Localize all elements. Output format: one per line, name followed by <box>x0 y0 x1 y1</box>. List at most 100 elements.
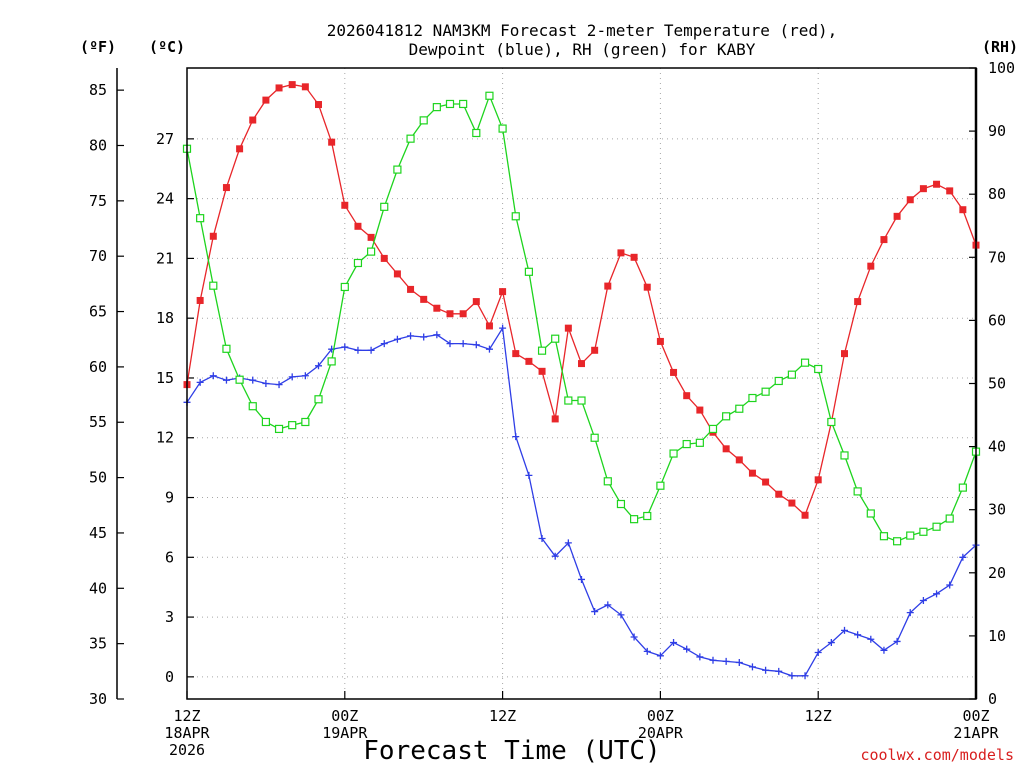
data-point-marker <box>801 511 809 519</box>
data-point-marker <box>748 393 757 403</box>
data-point-marker <box>919 185 927 193</box>
data-point-marker <box>919 527 928 536</box>
data-point-marker <box>459 340 467 348</box>
data-point-marker <box>932 522 941 531</box>
data-point-marker <box>709 656 717 664</box>
data-point-marker <box>591 346 599 354</box>
rh-tick-label: 70 <box>988 248 1006 266</box>
data-point-marker <box>235 375 244 384</box>
data-point-marker <box>499 288 507 296</box>
data-point-marker <box>880 236 888 244</box>
data-point-marker <box>407 285 415 293</box>
data-point-marker <box>893 212 901 220</box>
data-point-marker <box>433 304 441 312</box>
data-point-marker <box>696 653 704 661</box>
data-point-marker <box>564 324 572 332</box>
data-point-marker <box>262 96 270 104</box>
data-point-marker <box>892 537 902 546</box>
data-point-marker <box>196 296 204 304</box>
fahrenheit-tick-label: 35 <box>89 635 107 653</box>
chart-title-line-1: 2026041812 NAM3KM Forecast 2-meter Tempe… <box>327 21 838 40</box>
data-point-marker <box>248 402 257 411</box>
data-point-marker <box>261 417 270 427</box>
data-point-marker <box>498 124 507 133</box>
data-point-marker <box>525 471 533 479</box>
data-point-marker <box>274 424 284 434</box>
fahrenheit-tick-label: 75 <box>89 192 107 210</box>
data-point-marker <box>919 596 927 604</box>
data-point-marker <box>446 340 454 348</box>
data-point-marker <box>591 608 599 616</box>
data-point-marker <box>446 310 454 318</box>
data-point-marker <box>301 83 309 91</box>
x-tick-label: 00Z <box>331 707 358 725</box>
data-point-marker <box>459 99 468 109</box>
fahrenheit-axis-unit-label: (ºF) <box>80 38 116 56</box>
data-point-marker <box>222 344 231 353</box>
data-point-marker <box>814 476 822 484</box>
data-point-marker <box>906 609 914 617</box>
data-point-marker <box>696 406 704 414</box>
data-point-marker <box>643 647 651 655</box>
data-point-marker <box>406 134 415 143</box>
data-point-marker <box>722 445 730 453</box>
data-point-marker <box>236 145 244 153</box>
data-point-marker <box>353 258 363 268</box>
data-point-marker <box>670 639 678 647</box>
rh-tick-label: 40 <box>988 438 1006 456</box>
data-point-marker <box>275 84 283 92</box>
data-point-marker <box>670 368 678 376</box>
data-point-marker <box>209 281 218 290</box>
axes: 30 35 40 45 50 55 60 65 70 75 80 85 0 3 6 9 12 15 18 21 24 27… <box>89 59 1015 759</box>
x-tick-label: 18APR <box>164 724 210 742</box>
data-point-marker <box>315 362 322 370</box>
data-point-marker <box>380 202 389 211</box>
data-point-marker <box>209 372 217 380</box>
x-tick-label: 19APR <box>322 724 368 742</box>
data-point-marker <box>485 345 493 353</box>
x-tick-label: 12Z <box>489 707 516 725</box>
data-point-marker <box>958 483 967 492</box>
data-point-marker <box>722 412 731 421</box>
data-point-marker <box>959 206 967 214</box>
rh-tick-label: 0 <box>988 690 997 708</box>
fahrenheit-tick-label: 85 <box>89 81 107 99</box>
data-point-marker <box>748 469 756 477</box>
data-point-marker <box>867 262 875 270</box>
data-point-marker <box>367 346 375 354</box>
data-point-marker <box>814 364 823 374</box>
celsius-tick-label: 24 <box>156 190 174 208</box>
series-2-meter-temperature <box>183 81 980 519</box>
data-point-marker <box>708 424 718 434</box>
data-point-marker <box>551 552 559 560</box>
data-point-marker <box>590 433 599 442</box>
data-point-marker <box>604 282 612 290</box>
fahrenheit-tick-label: 65 <box>89 303 107 321</box>
data-point-marker <box>288 373 296 381</box>
data-point-marker <box>275 381 283 389</box>
data-point-marker <box>880 646 888 654</box>
data-point-marker <box>222 184 230 192</box>
data-point-marker <box>827 417 836 427</box>
data-point-marker <box>879 532 889 541</box>
data-point-marker <box>774 376 783 386</box>
data-point-marker <box>354 222 362 230</box>
celsius-tick-label: 3 <box>165 608 174 626</box>
data-point-marker <box>511 212 520 221</box>
data-point-marker <box>735 658 743 666</box>
x-axis-title: Forecast Time (UTC) <box>363 736 660 766</box>
data-point-marker <box>564 396 573 405</box>
data-point-marker <box>669 449 678 458</box>
data-point-marker <box>893 637 901 645</box>
data-point-marker <box>722 657 730 665</box>
grid-lines <box>187 68 976 699</box>
data-point-marker <box>524 267 534 276</box>
series-relative-humidity <box>182 91 981 546</box>
data-point-marker <box>840 451 849 460</box>
data-point-marker <box>578 360 585 368</box>
data-series <box>182 81 981 680</box>
data-point-marker <box>735 456 743 464</box>
rh-tick-label: 60 <box>988 311 1006 329</box>
chart-title-line-2: Dewpoint (blue), RH (green) for KABY <box>409 40 756 59</box>
